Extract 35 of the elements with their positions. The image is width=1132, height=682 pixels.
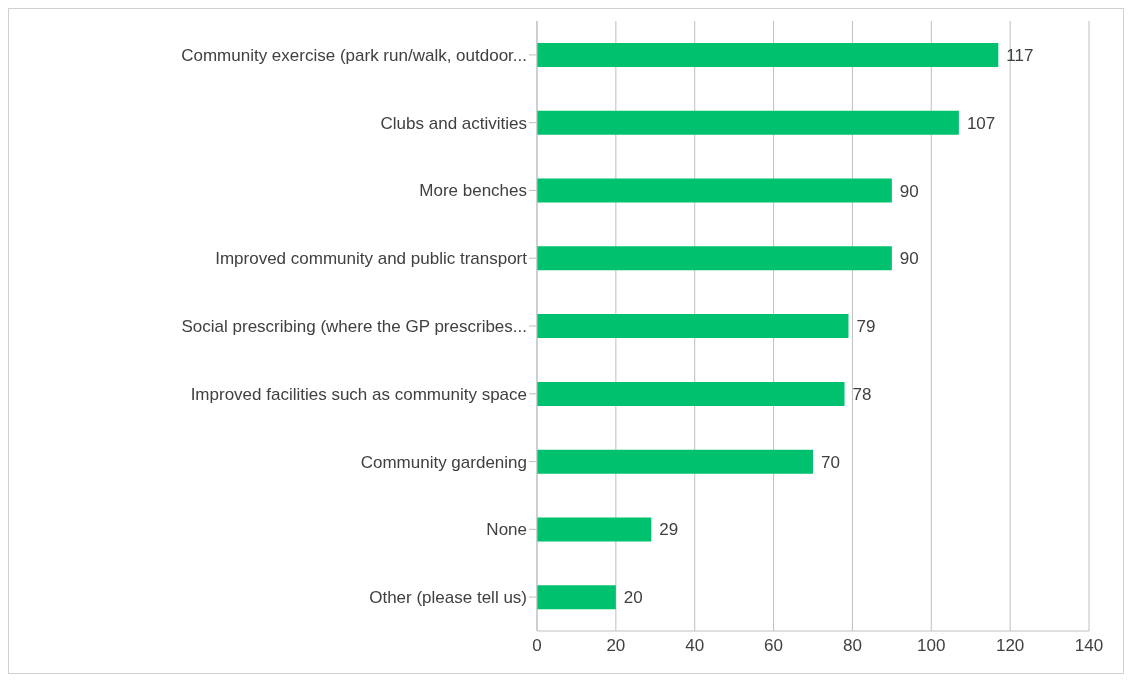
x-tick-label: 20 bbox=[606, 636, 626, 656]
data-label: 107 bbox=[966, 113, 996, 133]
y-tick-label: Improved community and public transport bbox=[215, 249, 528, 269]
y-tick-label: Social prescribing (where the GP prescribes... bbox=[181, 317, 527, 337]
bar bbox=[537, 517, 652, 542]
y-tick-label: Community gardening bbox=[360, 452, 527, 472]
y-tick-label: None bbox=[486, 520, 527, 540]
bar bbox=[537, 43, 999, 67]
x-tick-label: 100 bbox=[917, 636, 946, 656]
bar bbox=[537, 585, 616, 610]
data-label: 90 bbox=[899, 181, 919, 201]
data-label: 20 bbox=[623, 588, 643, 608]
x-tick-label: 60 bbox=[764, 636, 784, 656]
x-tick-label: 120 bbox=[995, 636, 1025, 656]
y-tick-label: Other (please tell us) bbox=[369, 588, 527, 608]
bar bbox=[537, 178, 892, 203]
data-label: 78 bbox=[852, 384, 872, 404]
y-tick-label: More benches bbox=[419, 181, 527, 201]
data-label: 29 bbox=[659, 520, 679, 540]
y-tick-label: Clubs and activities bbox=[380, 113, 527, 133]
bar bbox=[537, 449, 813, 474]
x-tick-label: 40 bbox=[685, 636, 705, 656]
x-tick-label: 80 bbox=[842, 636, 862, 656]
y-tick-label: Improved facilities such as community space bbox=[190, 384, 527, 404]
bar bbox=[537, 246, 892, 271]
data-label: 90 bbox=[899, 249, 919, 269]
data-label: 79 bbox=[856, 317, 876, 337]
y-tick-label: Community exercise (park run/walk, outdoor... bbox=[181, 45, 527, 65]
bar bbox=[537, 381, 845, 406]
x-tick-label: 140 bbox=[1074, 636, 1104, 656]
data-label: 117 bbox=[1006, 46, 1034, 66]
data-label: 70 bbox=[821, 452, 840, 472]
bar bbox=[537, 314, 849, 339]
bar bbox=[537, 110, 959, 135]
x-tick-label: 0 bbox=[532, 636, 542, 656]
